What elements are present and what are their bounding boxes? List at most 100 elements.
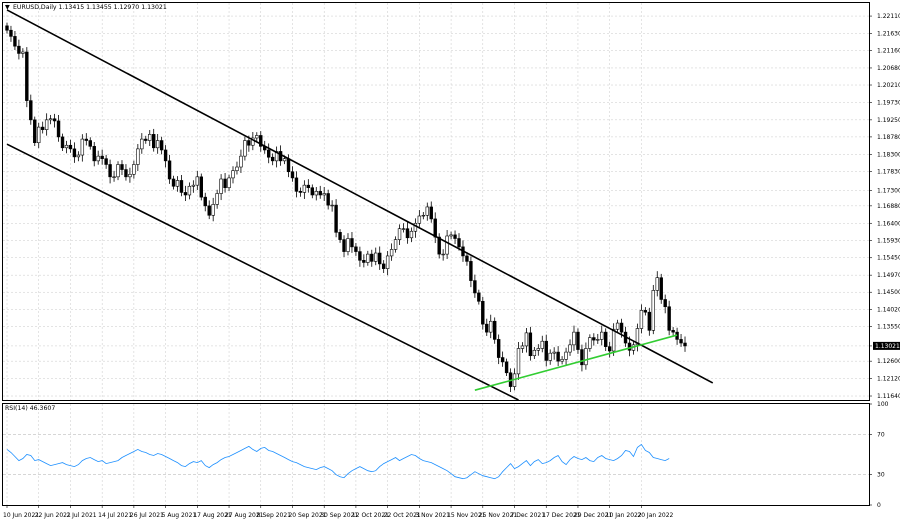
candle-body — [659, 277, 663, 300]
candle — [643, 307, 648, 316]
candle — [171, 175, 176, 190]
candle — [401, 223, 406, 233]
candle-body — [286, 158, 291, 173]
candle-body — [556, 351, 560, 362]
candle — [663, 294, 667, 314]
candle-body — [334, 204, 338, 233]
candle — [175, 176, 180, 192]
candle — [80, 134, 85, 162]
price-tick-label: 1.20210 — [877, 82, 900, 89]
candle — [381, 260, 386, 273]
candle — [191, 180, 196, 193]
candle — [421, 212, 426, 220]
candle-body — [496, 339, 501, 358]
candle — [5, 22, 9, 34]
candle-body — [524, 332, 529, 347]
candle — [342, 235, 346, 258]
time-tick-label: 27 Aug 2021 — [225, 512, 264, 519]
candle — [564, 347, 568, 365]
candle — [255, 132, 259, 142]
candle — [679, 333, 683, 347]
candle-body — [231, 170, 235, 179]
candle — [584, 342, 588, 370]
candle — [9, 25, 13, 42]
candle — [243, 136, 247, 161]
candle — [607, 341, 612, 358]
price-tick-label: 1.14020 — [877, 307, 900, 314]
candle-body — [564, 351, 568, 360]
candle-body — [370, 253, 374, 262]
price-tick-label: 1.20680 — [877, 65, 900, 72]
candle — [473, 274, 477, 298]
candle — [17, 39, 21, 60]
candle-body — [318, 191, 322, 196]
candle — [179, 175, 184, 197]
candle-body — [366, 253, 370, 263]
candle — [199, 173, 203, 201]
candle-body — [477, 292, 481, 302]
candle-body — [84, 138, 89, 141]
candle — [144, 135, 148, 144]
trendlines[interactable] — [6, 9, 714, 401]
candle-body — [619, 322, 624, 333]
rsi-line — [6, 443, 670, 480]
candle — [215, 189, 219, 209]
candle-body — [445, 235, 449, 255]
candle-body — [540, 340, 544, 349]
candle-body — [627, 342, 632, 351]
candle — [167, 154, 172, 184]
candle — [338, 229, 342, 243]
candle-body — [207, 205, 211, 216]
candle-body — [532, 349, 537, 357]
candle-body — [40, 126, 45, 130]
candle-body — [338, 232, 342, 240]
candle — [112, 170, 116, 182]
candle-body — [298, 191, 303, 193]
candle — [576, 328, 580, 354]
candle — [655, 271, 659, 297]
candle — [457, 233, 461, 251]
candle — [572, 325, 576, 351]
price-tick-label: 1.13550 — [877, 324, 900, 331]
candle-body — [600, 331, 604, 340]
candle-body — [17, 45, 21, 54]
current-price-tag: 1.13021 — [873, 341, 900, 350]
rsi-grid — [3, 404, 869, 505]
candle — [600, 325, 604, 346]
time-tick-label: 20 Jan 2022 — [637, 512, 673, 519]
candle — [60, 133, 65, 152]
candle — [84, 133, 89, 146]
price-tick-label: 1.21630 — [877, 30, 900, 37]
candle-body — [492, 320, 497, 340]
channel-lower-line[interactable] — [6, 143, 519, 401]
candle — [52, 113, 57, 128]
time-tick-label: 15 Nov 2021 — [447, 512, 486, 519]
candle — [500, 351, 505, 367]
candle — [651, 284, 655, 335]
channel-upper-line[interactable] — [6, 9, 714, 384]
price-tick-label: 1.12120 — [877, 376, 900, 383]
time-tick-label: 3 Nov 2021 — [415, 512, 450, 519]
candle-body — [116, 164, 120, 178]
candle-body — [52, 118, 57, 122]
dropdown-icon[interactable]: ▼ — [5, 4, 10, 11]
support-line[interactable] — [474, 334, 678, 391]
candle — [76, 151, 81, 162]
candle-body — [417, 215, 422, 224]
candle-body — [584, 348, 588, 366]
time-tick-label: 22 Oct 2021 — [384, 512, 421, 519]
candle-body — [397, 228, 402, 240]
price-tick-label: 1.18780 — [877, 134, 900, 141]
candle — [318, 185, 322, 199]
candle-body — [592, 337, 596, 341]
price-tick-label: 1.15450 — [877, 255, 900, 262]
candle-body — [211, 204, 215, 216]
candle-body — [389, 249, 394, 257]
candle-body — [683, 342, 687, 347]
rsi-tick-label: 30 — [877, 472, 885, 479]
candle — [270, 153, 275, 166]
candle-body — [500, 357, 505, 363]
time-tick-label: 12 Oct 2021 — [352, 512, 389, 519]
